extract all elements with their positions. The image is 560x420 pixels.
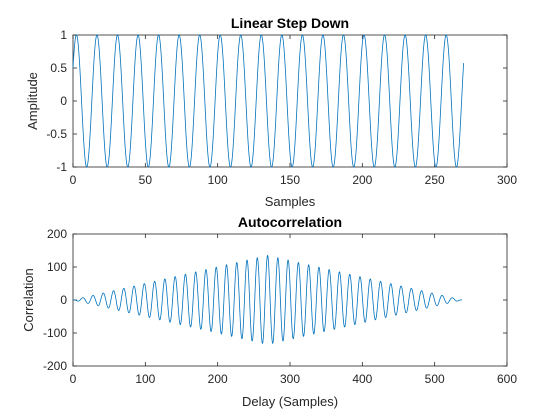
top-y-tick-label: -0.5 <box>46 127 67 141</box>
subplot-top: Linear Step Down 0 50 100 150 200 250 300 -1 -0… <box>25 15 517 209</box>
bottom-y-tick-label: 200 <box>47 227 67 241</box>
top-axes-box <box>72 34 508 168</box>
bottom-x-ticks: 0 100 200 300 400 500 600 <box>70 234 517 386</box>
bottom-axes-box <box>72 233 508 367</box>
bottom-y-tick-label: 100 <box>47 260 67 274</box>
bottom-y-tick-label: -200 <box>43 359 67 373</box>
top-x-tick-label: 50 <box>139 173 153 187</box>
bottom-chart-title: Autocorrelation <box>238 214 342 230</box>
top-y-tick-label: -1 <box>56 160 67 174</box>
bottom-x-tick-label: 0 <box>70 372 77 386</box>
bottom-x-tick-label: 500 <box>425 372 445 386</box>
subplot-bottom: Autocorrelation 0 100 200 300 400 500 600 -200… <box>21 214 517 409</box>
top-chart-title: Linear Step Down <box>231 15 349 31</box>
bottom-y-tick-label: -100 <box>43 326 67 340</box>
top-x-tick-label: 100 <box>208 173 228 187</box>
bottom-y-ticks: -200 -100 0 100 200 <box>43 227 507 373</box>
bottom-x-tick-label: 100 <box>135 372 155 386</box>
bottom-x-axis-label: Delay (Samples) <box>242 394 338 409</box>
bottom-y-axis-label: Correlation <box>21 268 36 332</box>
top-y-tick-label: 1 <box>60 28 67 42</box>
top-y-ticks: -1 -0.5 0 0.5 1 <box>46 28 507 174</box>
top-x-tick-label: 200 <box>352 173 372 187</box>
top-x-tick-label: 150 <box>280 173 300 187</box>
bottom-x-tick-label: 400 <box>352 372 372 386</box>
bottom-x-tick-label: 200 <box>208 372 228 386</box>
bottom-series-line <box>72 254 463 344</box>
top-x-axis-label: Samples <box>265 194 316 209</box>
top-x-tick-label: 0 <box>70 173 77 187</box>
top-y-axis-label: Amplitude <box>25 72 40 130</box>
top-y-tick-label: 0 <box>60 94 67 108</box>
top-x-tick-label: 250 <box>425 173 445 187</box>
bottom-y-tick-label: 0 <box>60 293 67 307</box>
bottom-x-tick-label: 600 <box>497 372 517 386</box>
top-series-line <box>72 34 464 168</box>
top-x-ticks: 0 50 100 150 200 250 300 <box>70 35 517 187</box>
bottom-x-tick-label: 300 <box>280 372 300 386</box>
top-y-tick-label: 0.5 <box>50 61 67 75</box>
top-x-tick-label: 300 <box>497 173 517 187</box>
